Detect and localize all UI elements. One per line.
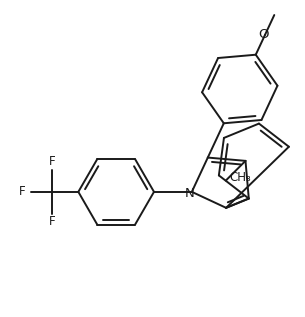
Text: F: F	[49, 155, 56, 168]
Text: N: N	[185, 187, 195, 200]
Text: CH₃: CH₃	[230, 171, 252, 184]
Text: O: O	[258, 28, 268, 41]
Text: F: F	[49, 215, 56, 228]
Text: F: F	[19, 185, 26, 198]
